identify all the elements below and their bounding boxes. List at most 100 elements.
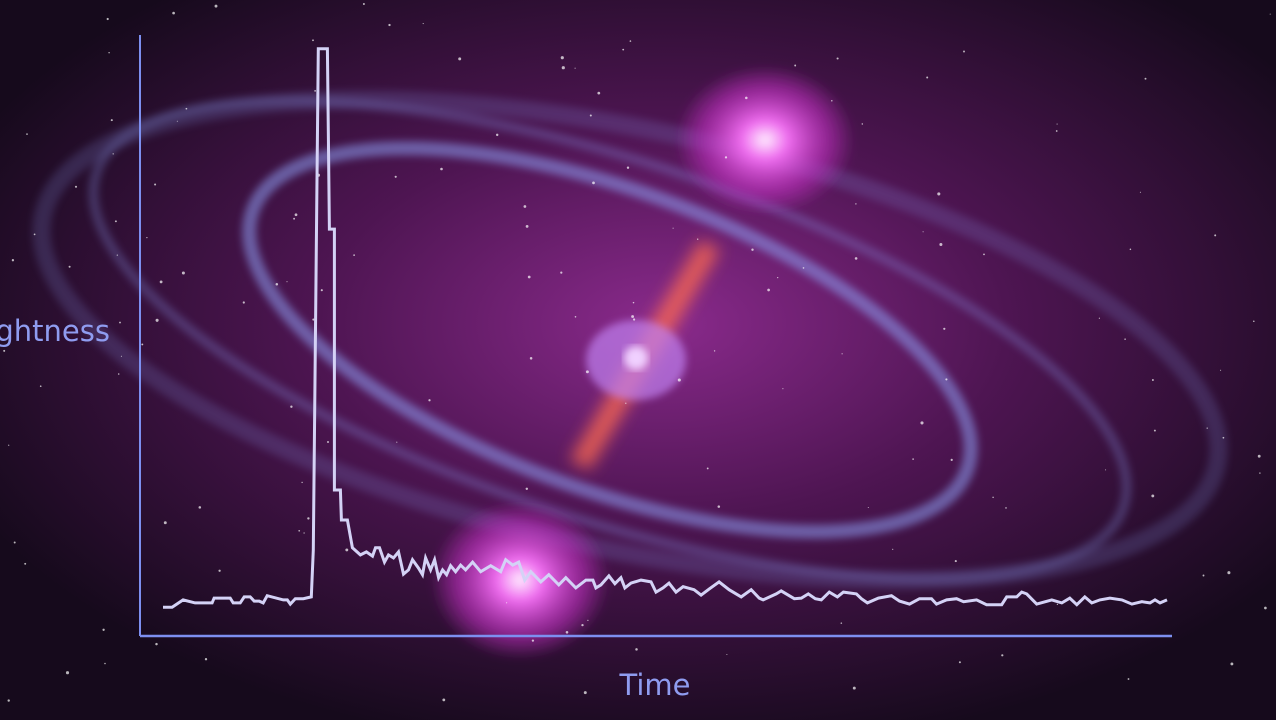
star — [592, 181, 595, 185]
star — [635, 648, 638, 651]
star — [574, 67, 576, 69]
star — [495, 133, 499, 137]
star — [1257, 454, 1261, 458]
star — [1253, 320, 1255, 323]
star — [724, 156, 728, 159]
star — [345, 548, 349, 552]
star — [119, 321, 121, 324]
star — [963, 50, 965, 53]
star — [597, 91, 601, 95]
star — [185, 107, 188, 110]
star — [912, 458, 914, 460]
star — [983, 253, 985, 256]
star — [622, 48, 625, 51]
star — [561, 66, 565, 70]
star — [242, 301, 245, 304]
star — [950, 458, 953, 462]
star — [117, 373, 120, 375]
star — [1214, 234, 1217, 237]
star — [74, 185, 78, 188]
star — [1144, 77, 1147, 80]
star — [159, 280, 163, 284]
star — [172, 11, 175, 15]
star — [422, 23, 424, 25]
star — [937, 192, 941, 196]
star — [1056, 123, 1058, 125]
star — [992, 496, 994, 499]
star — [1151, 379, 1154, 381]
star — [565, 631, 569, 634]
star — [574, 316, 577, 318]
star — [836, 57, 839, 60]
star — [945, 378, 948, 381]
star — [275, 282, 279, 286]
star — [1269, 13, 1271, 15]
star — [307, 517, 310, 520]
star — [831, 100, 833, 102]
star — [717, 505, 721, 508]
star — [104, 662, 106, 665]
star — [585, 370, 589, 374]
star — [1264, 606, 1267, 610]
star — [204, 658, 208, 661]
star — [632, 301, 635, 304]
star — [1056, 603, 1059, 606]
star — [301, 481, 303, 484]
star — [751, 248, 754, 251]
star — [920, 421, 924, 425]
star — [320, 289, 323, 292]
star — [677, 378, 681, 382]
star — [892, 548, 894, 550]
star — [33, 233, 36, 236]
star — [155, 318, 159, 322]
star — [672, 227, 674, 229]
star — [7, 699, 10, 702]
star — [327, 441, 329, 443]
star — [697, 238, 699, 240]
star — [353, 254, 355, 256]
star — [841, 353, 843, 355]
star — [396, 441, 398, 443]
star — [362, 3, 365, 5]
y-axis-label: Brightness — [0, 314, 110, 348]
star — [458, 57, 462, 61]
star — [1230, 662, 1234, 666]
star — [1001, 654, 1004, 657]
star — [525, 487, 529, 491]
star — [181, 271, 185, 275]
star — [867, 506, 869, 509]
star — [527, 275, 531, 279]
star — [146, 236, 148, 239]
star — [303, 532, 305, 534]
star — [1227, 571, 1231, 575]
star — [587, 619, 589, 622]
star — [852, 686, 856, 690]
star — [13, 541, 16, 544]
star — [116, 254, 118, 256]
star — [1222, 436, 1225, 439]
central-object-core — [624, 346, 648, 370]
star — [625, 402, 627, 404]
star — [560, 56, 564, 60]
star — [745, 96, 748, 100]
star — [523, 205, 527, 208]
star — [626, 166, 630, 169]
star — [442, 698, 446, 702]
star — [939, 242, 943, 247]
star — [529, 357, 533, 360]
star — [26, 133, 28, 135]
star — [633, 318, 636, 321]
star — [1206, 427, 1208, 429]
star — [854, 257, 858, 260]
star — [802, 267, 805, 269]
brightness-series-line — [163, 47, 1168, 609]
star — [726, 653, 728, 656]
star — [855, 203, 857, 205]
star — [525, 225, 529, 228]
star — [1098, 317, 1100, 319]
star — [163, 521, 167, 525]
star — [1129, 248, 1132, 251]
star — [954, 560, 957, 563]
star — [631, 315, 635, 318]
star — [290, 405, 293, 408]
